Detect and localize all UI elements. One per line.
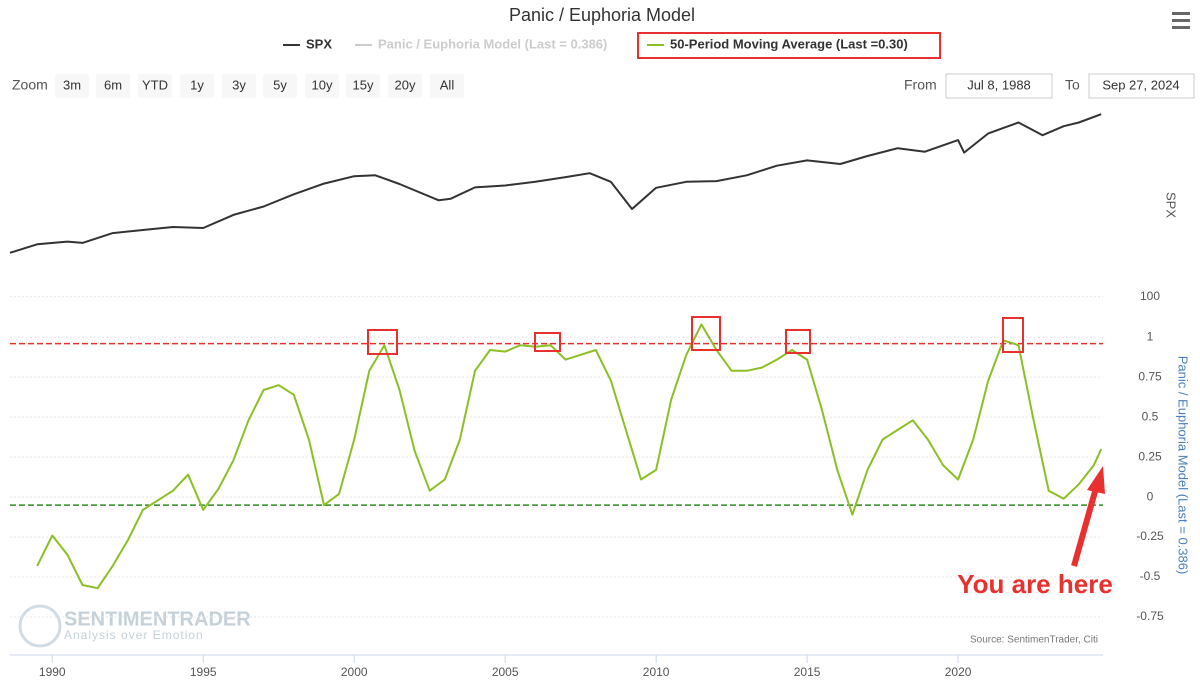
button-label: 3y	[232, 77, 246, 92]
button-bg	[346, 74, 380, 98]
legend-item[interactable]: Panic / Euphoria Model (Last = 0.386)	[355, 36, 607, 51]
y-tick-label: 0	[1147, 489, 1154, 503]
to-label: To	[1065, 77, 1080, 93]
y-tick-label: 0.75	[1138, 369, 1162, 383]
button-label: 10y	[312, 77, 333, 92]
zoom-button[interactable]: All	[430, 74, 464, 98]
peak-box	[367, 329, 398, 355]
menu-bar	[1172, 26, 1190, 29]
from-input[interactable]: Jul 8, 1988	[945, 73, 1053, 99]
y-tick-label: 1	[1147, 329, 1154, 343]
input-box	[1088, 73, 1195, 99]
source: Source: SentimenTrader, Citi	[970, 635, 1098, 646]
watermark-logo	[18, 604, 62, 648]
button-label: All	[440, 77, 455, 92]
y-axis-title: Panic / Euphoria Model (Last = 0.386)	[1176, 356, 1191, 575]
zoom-button[interactable]: 3m	[55, 74, 89, 98]
zoom-label: Zoom	[12, 77, 48, 93]
zoom-button[interactable]: 1y	[180, 74, 214, 98]
menu-button[interactable]	[1172, 12, 1190, 29]
button-label: 6m	[104, 77, 122, 92]
button-label: 20y	[395, 77, 416, 92]
series-line	[36, 323, 1103, 590]
button-label: 1y	[190, 77, 204, 92]
y-tick-label: 0.25	[1138, 449, 1162, 463]
x-tick-label: 1990	[39, 665, 66, 679]
button-bg	[180, 74, 214, 98]
zoom-button[interactable]: 3y	[222, 74, 256, 98]
x-tick-label: 2020	[945, 665, 972, 679]
watermark-tagline: Analysis over Emotion	[64, 628, 204, 642]
button-bg	[96, 74, 130, 98]
zoom-button[interactable]: YTD	[138, 74, 172, 98]
y-tick-label: -0.5	[1140, 569, 1161, 583]
from-label: From	[904, 77, 937, 93]
button-bg	[222, 74, 256, 98]
button-label: YTD	[142, 77, 168, 92]
zoom-button[interactable]: 6m	[96, 74, 130, 98]
legend-label: SPX	[306, 36, 332, 51]
button-bg	[430, 74, 464, 98]
to-value: Sep 27, 2024	[1102, 77, 1179, 92]
zoom-button[interactable]: 15y	[346, 74, 380, 98]
button-bg	[55, 74, 89, 98]
arrow-head	[1087, 466, 1105, 494]
y-tick-label: 0.5	[1142, 409, 1159, 423]
watermark-name: SENTIMENTRADER	[64, 608, 251, 630]
y-tick-label: 100	[1140, 289, 1160, 303]
annotation-arrow	[1071, 466, 1105, 567]
x-tick-label: 2015	[794, 665, 821, 679]
legend-label: 50-Period Moving Average (Last =0.30)	[670, 36, 908, 51]
arrow-shaft	[1071, 487, 1099, 567]
button-bg	[388, 74, 422, 98]
y-tick-label: -0.25	[1136, 529, 1164, 543]
legend-highlight	[637, 32, 941, 59]
x-tick-label: 2010	[643, 665, 670, 679]
button-bg	[263, 74, 297, 98]
x-tick-label: 1995	[190, 665, 217, 679]
x-tick-label: 2005	[492, 665, 519, 679]
peak-box	[785, 329, 811, 354]
zoom-button[interactable]: 10y	[305, 74, 339, 98]
peak-box	[691, 316, 721, 351]
legend-label: Panic / Euphoria Model (Last = 0.386)	[378, 36, 607, 51]
peak-box	[1002, 317, 1024, 353]
button-label: 3m	[63, 77, 81, 92]
x-tick-label: 2000	[341, 665, 368, 679]
chart-title: Panic / Euphoria Model	[509, 5, 695, 25]
peak-box	[534, 332, 561, 352]
menu-bar	[1172, 12, 1190, 15]
legend-item[interactable]: SPX	[283, 36, 332, 51]
input-box	[945, 73, 1053, 99]
button-bg	[138, 74, 172, 98]
y-axis-title: SPX	[1164, 192, 1179, 218]
legend-item[interactable]: 50-Period Moving Average (Last =0.30)	[647, 36, 908, 51]
peak-highlights	[367, 316, 1024, 355]
button-label: 5y	[273, 77, 287, 92]
zoom-button[interactable]: 5y	[263, 74, 297, 98]
series-line	[9, 113, 1102, 254]
menu-bar	[1172, 19, 1190, 22]
y-tick-label: -0.75	[1136, 609, 1164, 623]
button-bg	[305, 74, 339, 98]
watermark: SENTIMENTRADER Analysis over Emotion	[18, 604, 251, 648]
button-label: 15y	[353, 77, 374, 92]
from-value: Jul 8, 1988	[967, 77, 1031, 92]
zoom-button[interactable]: 20y	[388, 74, 422, 98]
annotation: You are here	[957, 569, 1113, 599]
to-input[interactable]: Sep 27, 2024	[1088, 73, 1195, 99]
